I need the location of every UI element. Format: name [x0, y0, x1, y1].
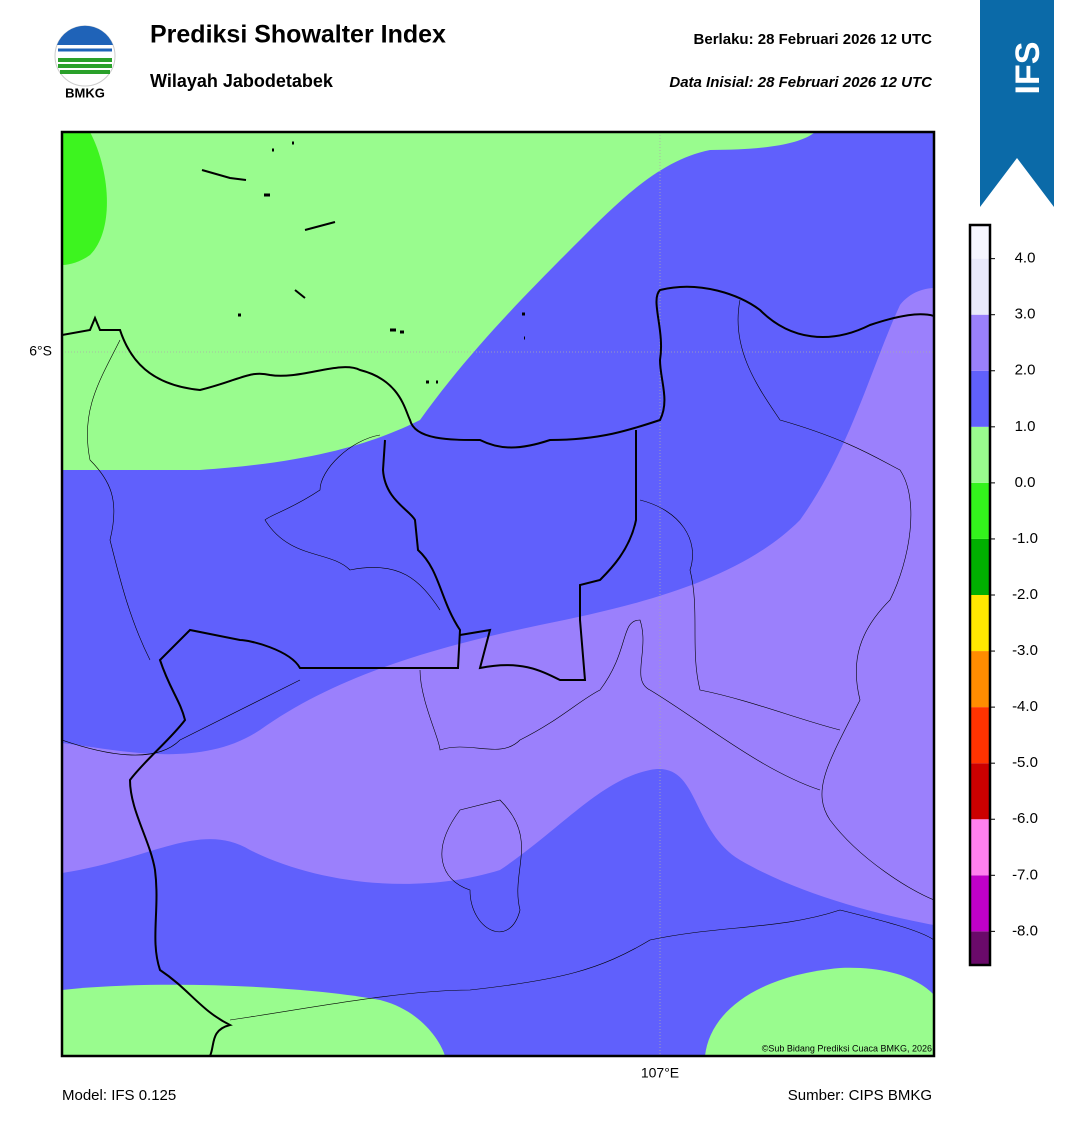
colorbar-tick-label: -1.0: [1012, 530, 1038, 547]
colorbar-band: [970, 426, 990, 483]
footer-source: Sumber: CIPS BMKG: [788, 1087, 932, 1104]
colorbar-tick-label: -8.0: [1012, 922, 1038, 939]
colorbar-tick-label: 1.0: [1015, 418, 1036, 435]
lat-label: 6°S: [29, 343, 52, 359]
map: ©Sub Bidang Prediksi Cuaca BMKG, 2026: [62, 132, 934, 1056]
map-frame: [60, 130, 936, 1058]
colorbar-band: [970, 931, 990, 965]
colorbar-band: [970, 258, 990, 315]
banner-label: IFS: [1009, 42, 1047, 95]
colorbar-tick-label: 3.0: [1015, 306, 1036, 323]
colorbar-band: [970, 225, 990, 259]
colorbar-tick-label: 2.0: [1015, 362, 1036, 379]
colorbar-tick-label: -4.0: [1012, 698, 1038, 715]
logo-label: BMKG: [65, 85, 105, 100]
subtitle: Wilayah Jabodetabek: [150, 71, 334, 91]
footer-model: Model: IFS 0.125: [62, 1087, 176, 1104]
colorbar-band: [970, 482, 990, 539]
colorbar-tick-label: -5.0: [1012, 754, 1038, 771]
colorbar-band: [970, 651, 990, 708]
banner: [980, 0, 1054, 207]
logo: BMKG: [54, 25, 116, 100]
colorbar-band: [970, 875, 990, 932]
colorbar-tick-label: -3.0: [1012, 642, 1038, 659]
title: Prediksi Showalter Index: [150, 21, 446, 49]
colorbar-tick-label: -7.0: [1012, 866, 1038, 883]
colorbar-band: [970, 314, 990, 371]
colorbar-band: [970, 595, 990, 652]
colorbar-band: [970, 763, 990, 820]
colorbar-tick-label: 4.0: [1015, 250, 1036, 267]
lon-label: 107°E: [641, 1065, 679, 1081]
valid-time: Berlaku: 28 Februari 2026 12 UTC: [694, 31, 933, 48]
colorbar-tick-label: -6.0: [1012, 810, 1038, 827]
colorbar-band: [970, 538, 990, 595]
colorbar: -8.0 -7.0 -6.0 -5.0 -4.0 -3.0 -2.0 -1.0 0.0 1.0 2.…: [968, 223, 1038, 967]
colorbar-tick-label: 0.0: [1015, 474, 1036, 491]
colorbar-tick-label: -2.0: [1012, 586, 1038, 603]
colorbar-band: [970, 819, 990, 876]
colorbar-band: [970, 707, 990, 764]
init-time: Data Inisial: 28 Februari 2026 12 UTC: [669, 74, 933, 91]
map-credit: ©Sub Bidang Prediksi Cuaca BMKG, 2026: [762, 1043, 932, 1053]
colorbar-band: [970, 370, 990, 427]
